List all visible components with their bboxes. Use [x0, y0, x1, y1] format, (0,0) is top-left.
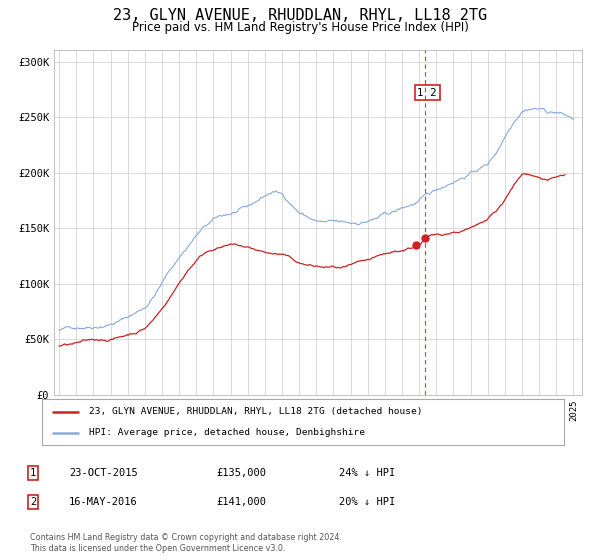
Text: Contains HM Land Registry data © Crown copyright and database right 2024.
This d: Contains HM Land Registry data © Crown c…	[30, 533, 342, 553]
Text: £141,000: £141,000	[216, 497, 266, 507]
Text: 2: 2	[30, 497, 36, 507]
Text: 1: 1	[30, 468, 36, 478]
Text: 1  2: 1 2	[418, 87, 437, 97]
Text: 24% ↓ HPI: 24% ↓ HPI	[339, 468, 395, 478]
Text: £135,000: £135,000	[216, 468, 266, 478]
Text: 20% ↓ HPI: 20% ↓ HPI	[339, 497, 395, 507]
Text: 23, GLYN AVENUE, RHUDDLAN, RHYL, LL18 2TG: 23, GLYN AVENUE, RHUDDLAN, RHYL, LL18 2T…	[113, 8, 487, 24]
Text: 23-OCT-2015: 23-OCT-2015	[69, 468, 138, 478]
Text: Price paid vs. HM Land Registry's House Price Index (HPI): Price paid vs. HM Land Registry's House …	[131, 21, 469, 34]
Text: 23, GLYN AVENUE, RHUDDLAN, RHYL, LL18 2TG (detached house): 23, GLYN AVENUE, RHUDDLAN, RHYL, LL18 2T…	[89, 407, 422, 416]
Text: HPI: Average price, detached house, Denbighshire: HPI: Average price, detached house, Denb…	[89, 428, 365, 437]
Text: 16-MAY-2016: 16-MAY-2016	[69, 497, 138, 507]
